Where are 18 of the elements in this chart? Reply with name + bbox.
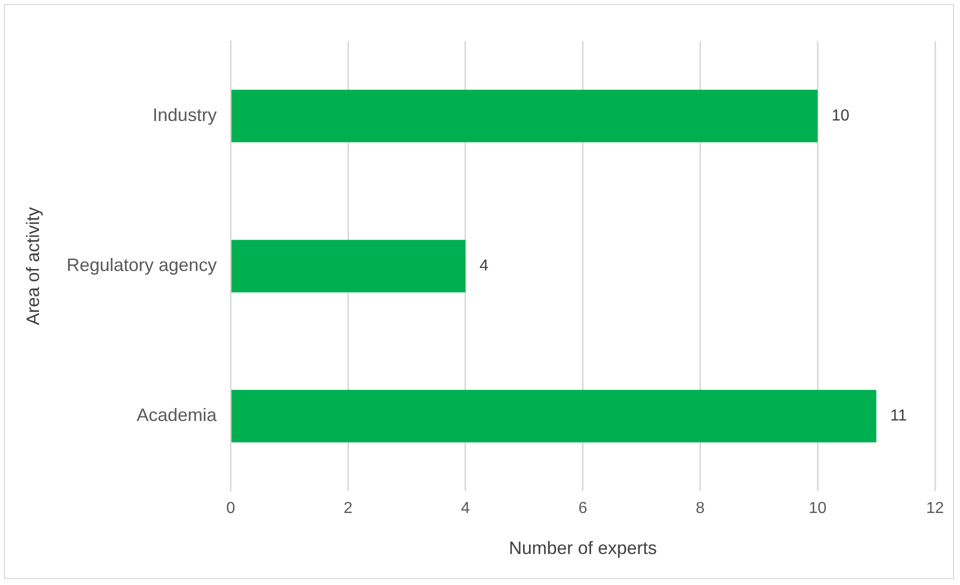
x-tick-label: 6 <box>578 500 588 518</box>
x-tick-label: 0 <box>226 500 236 518</box>
x-tick-label: 4 <box>461 500 470 518</box>
data-label: 11 <box>890 408 908 425</box>
x-tick-label: 10 <box>808 500 827 518</box>
bar <box>231 90 818 142</box>
x-axis-title: Number of experts <box>508 538 657 558</box>
data-label: 10 <box>832 107 850 124</box>
data-label: 4 <box>479 258 488 275</box>
x-tick-label: 8 <box>696 500 705 518</box>
x-tick-label: 2 <box>344 500 353 518</box>
y-axis-title: Area of activity <box>22 207 43 326</box>
y-tick-label: Industry <box>152 105 217 125</box>
bar <box>231 240 466 292</box>
y-tick-label: Academia <box>136 405 218 426</box>
bar <box>231 390 876 442</box>
y-tick-label: Regulatory agency <box>66 255 217 276</box>
x-tick-label: 12 <box>926 500 944 518</box>
